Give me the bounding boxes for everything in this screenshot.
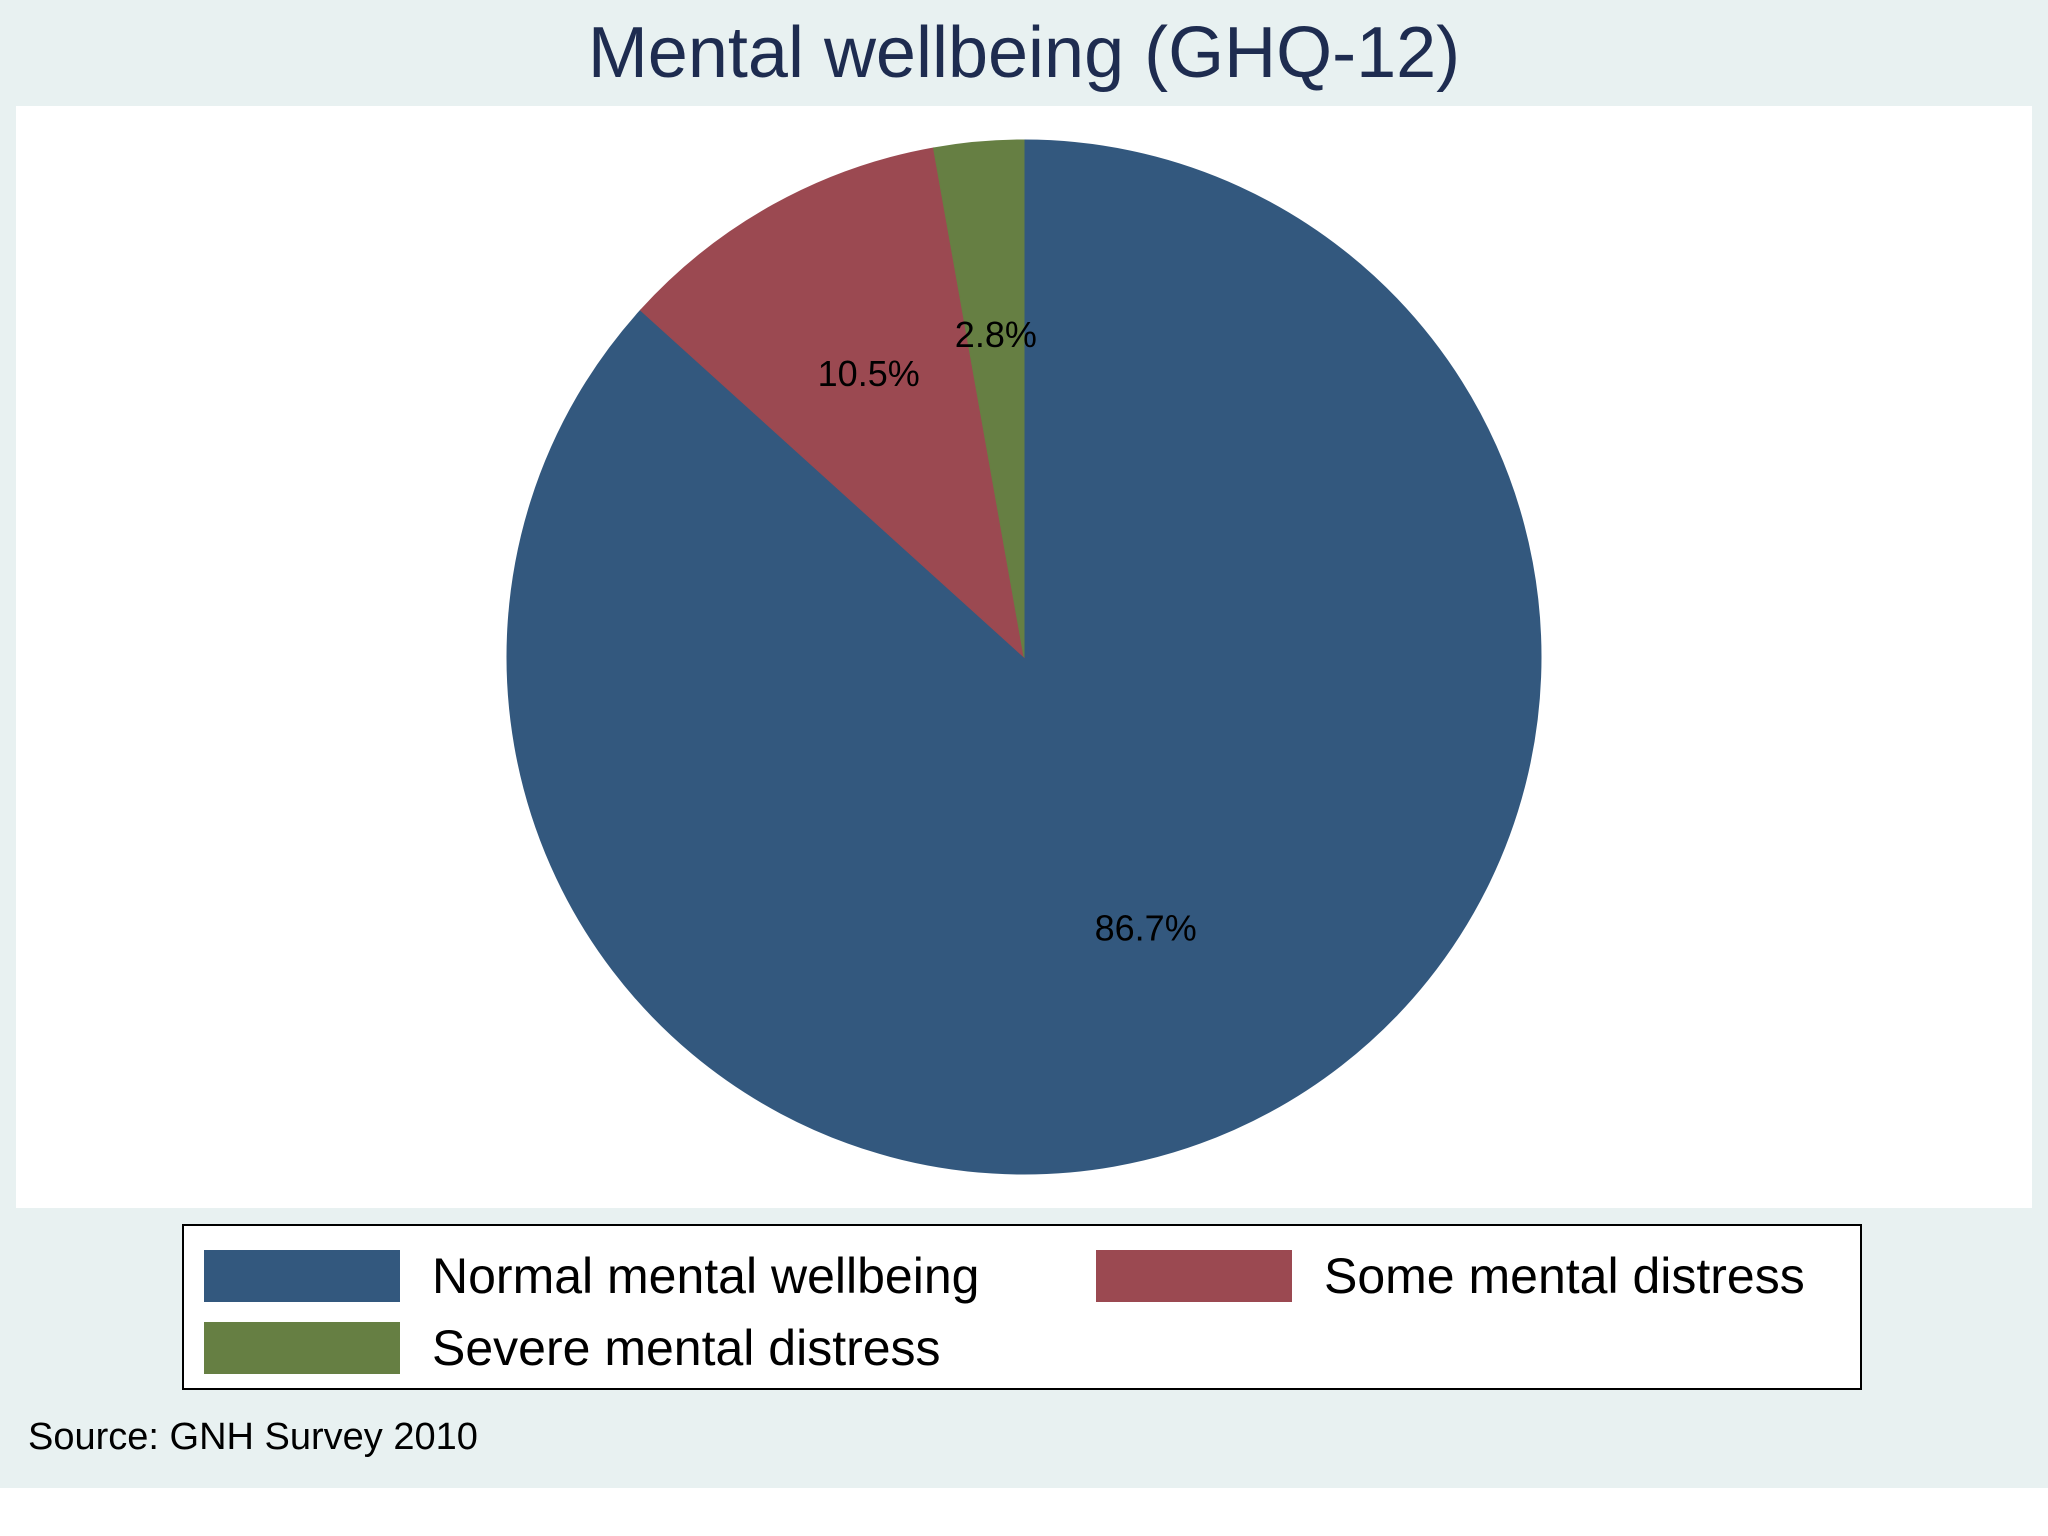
legend-label-normal: Normal mental wellbeing <box>432 1248 980 1304</box>
legend-label-some: Some mental distress <box>1324 1248 1805 1304</box>
pie-slice-severe-mental-distress <box>932 139 1025 658</box>
legend-swatch-severe <box>204 1322 400 1374</box>
plot-area: 86.7% 10.5% 2.8% <box>16 106 2032 1208</box>
slice-label-normal-mental-wellbeing: 86.7% <box>1095 908 1197 949</box>
pie-slice-some-mental-distress <box>639 147 1025 659</box>
slice-label-severe-mental-distress: 2.8% <box>955 314 1037 355</box>
legend-swatch-some <box>1096 1250 1292 1302</box>
legend-item-some-mental-distress: Some mental distress <box>1096 1248 1805 1304</box>
legend-item-severe-mental-distress: Severe mental distress <box>204 1320 941 1376</box>
legend: Normal mental wellbeing Some mental dist… <box>182 1224 1862 1390</box>
pie-chart: 86.7% 10.5% 2.8% <box>506 139 1542 1175</box>
legend-label-severe: Severe mental distress <box>432 1320 941 1376</box>
slice-label-some-mental-distress: 10.5% <box>818 353 920 394</box>
legend-swatch-normal <box>204 1250 400 1302</box>
legend-item-normal-mental-wellbeing: Normal mental wellbeing <box>204 1248 979 1304</box>
source-note: Source: GNH Survey 2010 <box>28 1416 478 1458</box>
chart-frame: Mental wellbeing (GHQ-12) 86.7% 10.5% 2.8%… <box>0 0 2048 1488</box>
chart-title: Mental wellbeing (GHQ-12) <box>587 13 1461 93</box>
